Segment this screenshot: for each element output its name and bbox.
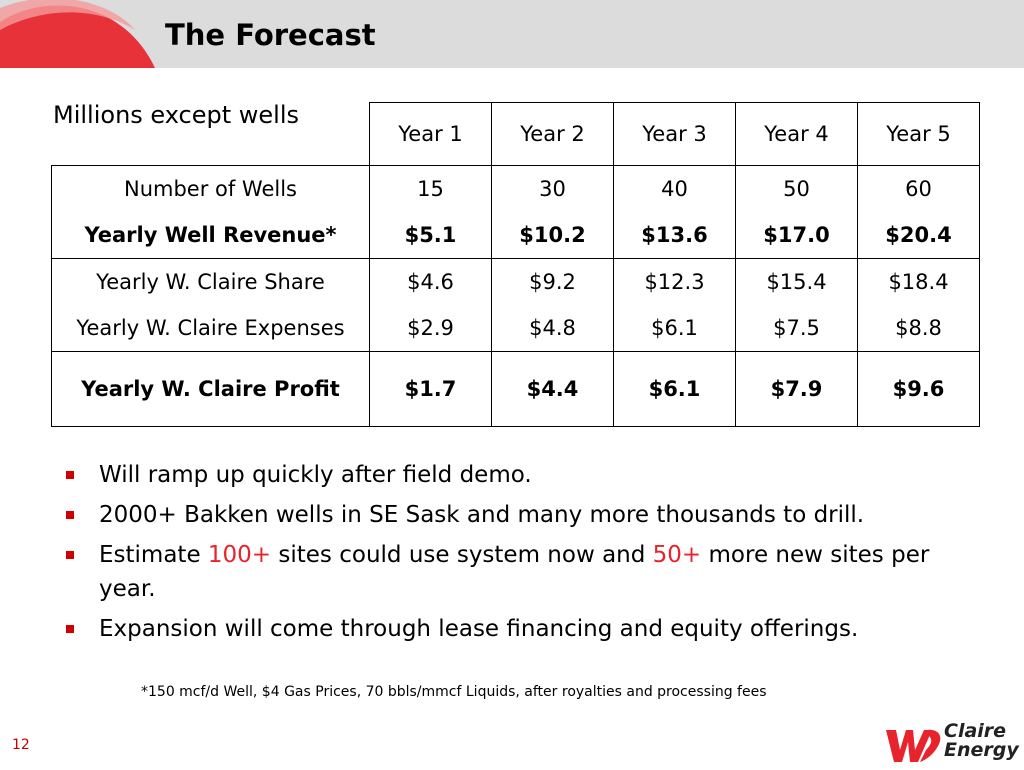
year-header: Year 1 xyxy=(369,102,492,166)
table-cell: $8.8 xyxy=(857,305,980,352)
row-label: Yearly W. Claire Share xyxy=(51,258,370,305)
footnote: *150 mcf/d Well, $4 Gas Prices, 70 bbls/… xyxy=(141,684,767,700)
table-cell: $7.9 xyxy=(735,351,858,427)
table-cell: $10.2 xyxy=(491,212,614,259)
year-header: Year 3 xyxy=(613,102,736,166)
table-cell: $4.4 xyxy=(491,351,614,427)
highlight-number: 50+ xyxy=(652,542,702,568)
table-cell: 15 xyxy=(369,165,492,212)
logo-text: Claire Energy xyxy=(944,722,1019,760)
table-row: Number of Wells 15 30 40 50 60 xyxy=(51,165,980,212)
table-cell: 60 xyxy=(857,165,980,212)
square-bullet-icon xyxy=(66,551,74,559)
year-header: Year 5 xyxy=(857,102,980,166)
table-cell: $4.6 xyxy=(369,258,492,305)
table-row: Yearly Well Revenue* $5.1 $10.2 $13.6 $1… xyxy=(51,212,980,259)
row-label: Yearly W. Claire Profit xyxy=(51,351,370,427)
year-header: Year 2 xyxy=(491,102,614,166)
table-cell: 50 xyxy=(735,165,858,212)
bullet-item: Expansion will come through lease financ… xyxy=(66,612,966,646)
bullet-item: Estimate 100+ sites could use system now… xyxy=(66,538,966,606)
bullet-text: 2000+ Bakken wells in SE Sask and many m… xyxy=(99,502,865,528)
table-cell: 40 xyxy=(613,165,736,212)
square-bullet-icon xyxy=(66,471,74,479)
highlight-number: 100+ xyxy=(207,542,272,568)
page-number: 12 xyxy=(12,737,30,753)
w-logo-icon xyxy=(886,729,941,762)
bullet-text: Expansion will come through lease financ… xyxy=(99,616,859,642)
table-cell: $6.1 xyxy=(613,305,736,352)
header-swoosh-graphic xyxy=(0,0,160,68)
units-label: Millions except wells xyxy=(53,101,299,129)
table-row-profit: Yearly W. Claire Profit $1.7 $4.4 $6.1 $… xyxy=(51,351,980,427)
table-cell: $18.4 xyxy=(857,258,980,305)
table-cell: $6.1 xyxy=(613,351,736,427)
bullet-text: Will ramp up quickly after field demo. xyxy=(99,462,532,488)
bullet-item: Will ramp up quickly after field demo. xyxy=(66,458,966,492)
table-cell: $15.4 xyxy=(735,258,858,305)
square-bullet-icon xyxy=(66,625,74,633)
table-cell: $5.1 xyxy=(369,212,492,259)
table-cell: $12.3 xyxy=(613,258,736,305)
year-header: Year 4 xyxy=(735,102,858,166)
table-row: Yearly W. Claire Expenses $2.9 $4.8 $6.1… xyxy=(51,305,980,352)
table-cell: 30 xyxy=(491,165,614,212)
header-empty-cell xyxy=(52,103,370,166)
table-cell: $7.5 xyxy=(735,305,858,352)
row-label: Number of Wells xyxy=(51,165,370,212)
row-label: Yearly W. Claire Expenses xyxy=(51,305,370,352)
logo-line: Claire xyxy=(944,720,1007,742)
bullet-text-part: Estimate xyxy=(99,542,208,568)
bullet-text-part: more new sites per year. xyxy=(99,542,930,602)
table-cell: $17.0 xyxy=(735,212,858,259)
slide-title: The Forecast xyxy=(165,18,376,52)
table-cell: $20.4 xyxy=(857,212,980,259)
table-row: Yearly W. Claire Share $4.6 $9.2 $12.3 $… xyxy=(51,258,980,305)
row-label: Yearly Well Revenue* xyxy=(51,212,370,259)
logo-line: Energy xyxy=(944,739,1019,761)
company-logo: Claire Energy xyxy=(882,722,1022,766)
table-cell: $9.2 xyxy=(491,258,614,305)
square-bullet-icon xyxy=(66,511,74,519)
table-cell: $4.8 xyxy=(491,305,614,352)
bullet-text-part: sites could use system now and xyxy=(271,542,653,568)
table-cell: $2.9 xyxy=(369,305,492,352)
bullet-list: Will ramp up quickly after field demo. 2… xyxy=(66,458,966,652)
table-header-row: Year 1 Year 2 Year 3 Year 4 Year 5 xyxy=(52,102,980,166)
header-band xyxy=(0,0,1024,68)
table-cell: $1.7 xyxy=(369,351,492,427)
table-cell: $13.6 xyxy=(613,212,736,259)
forecast-table: Year 1 Year 2 Year 3 Year 4 Year 5 Numbe… xyxy=(51,102,980,427)
bullet-item: 2000+ Bakken wells in SE Sask and many m… xyxy=(66,498,966,532)
table-cell: $9.6 xyxy=(857,351,980,427)
